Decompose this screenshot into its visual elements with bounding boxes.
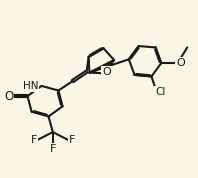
Text: F: F [50,144,56,154]
Text: Cl: Cl [155,87,166,97]
Text: O: O [102,67,111,77]
Text: HN: HN [23,81,38,91]
Text: F: F [31,135,37,145]
Text: F: F [69,135,75,145]
Text: O: O [176,58,185,68]
Text: O: O [4,90,13,103]
